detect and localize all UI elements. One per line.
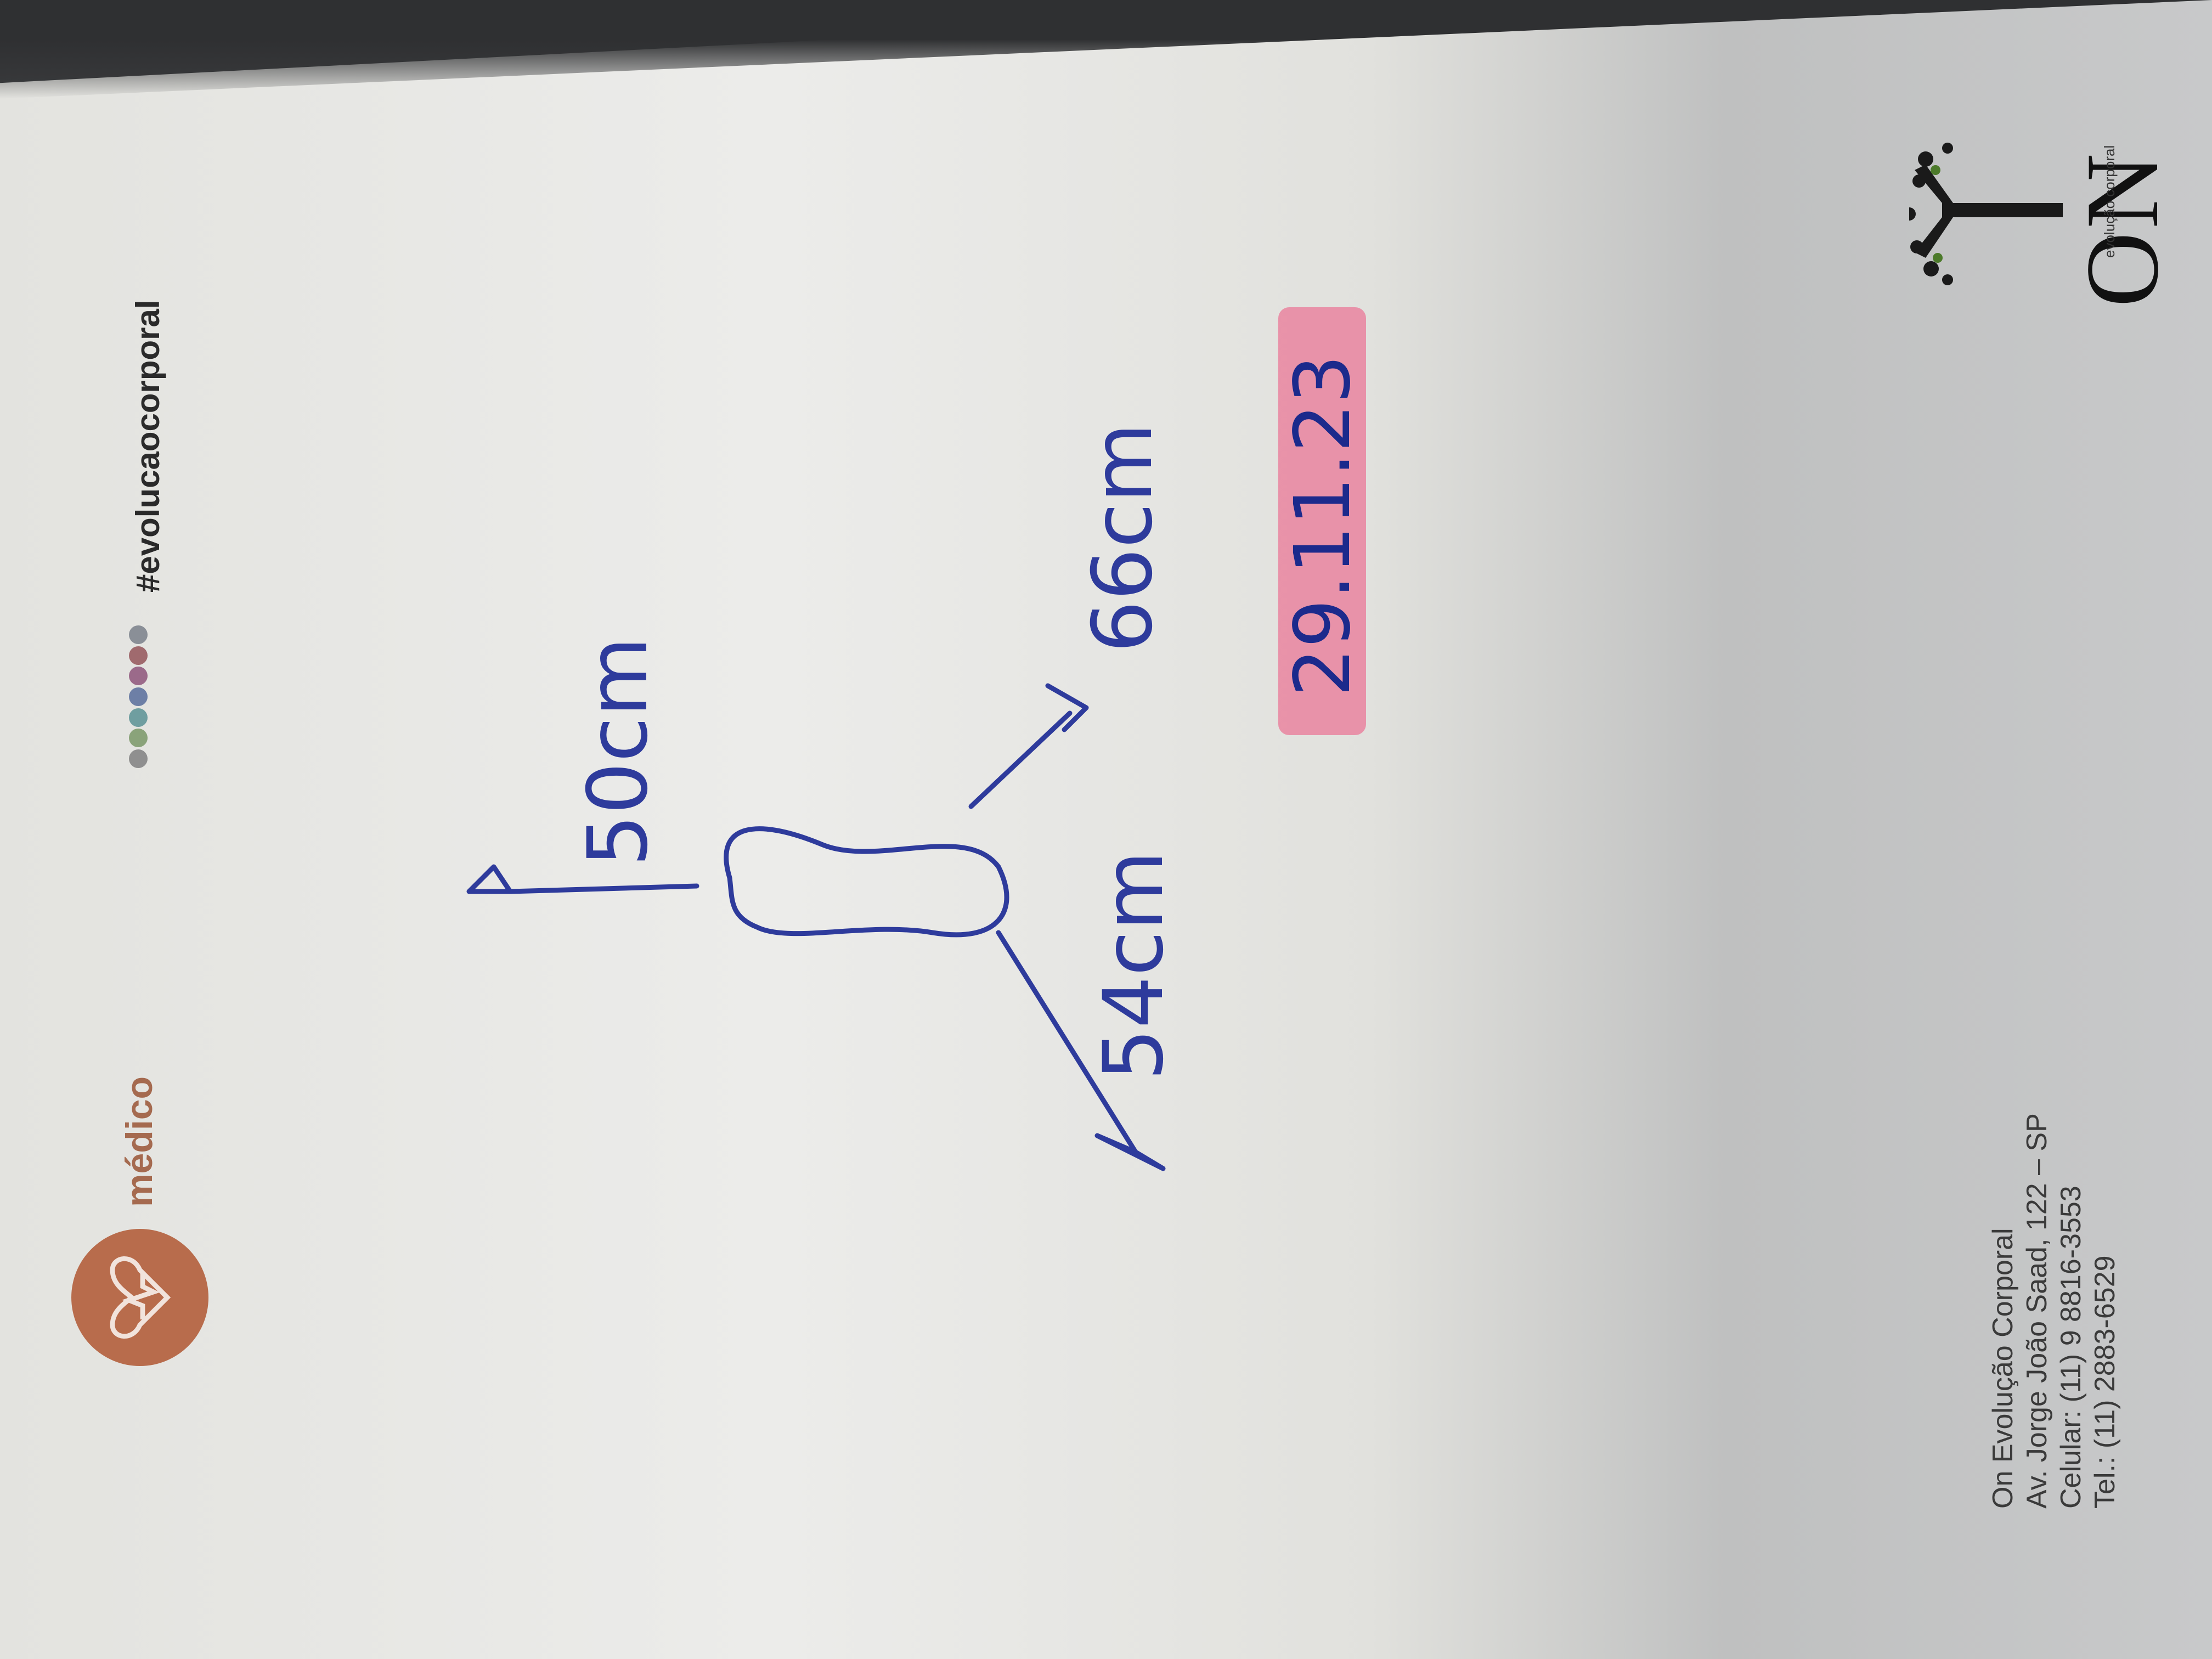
color-dots — [129, 625, 151, 768]
tree-logo-icon — [1909, 143, 2063, 285]
arrow-down-right-head — [1045, 683, 1089, 732]
arrow-up-head — [466, 864, 513, 894]
dot — [129, 625, 148, 644]
company-name: On Evolução Corporal — [1987, 1228, 2019, 1509]
arrow-down-left-head — [1094, 1133, 1166, 1171]
mobile-number: Celular: (11) 9 8816-3553 — [2055, 1186, 2087, 1509]
heart-logo-icon — [71, 1229, 208, 1366]
street-address: Av. Jorge João Saad, 122 – SP — [2021, 1113, 2053, 1509]
phone-number: Tel.: (11) 2883-6529 — [2089, 1255, 2121, 1509]
brand-tagline: evolução corporal — [2101, 145, 2118, 258]
measure-label-down-right: 66cm — [1075, 422, 1171, 653]
dot — [129, 729, 148, 748]
dot — [129, 708, 148, 727]
brand-on-text: ON — [2065, 150, 2180, 307]
dot — [129, 646, 148, 665]
date-text: 29.11.23 — [1278, 354, 1368, 697]
date-highlight — [1278, 307, 1366, 735]
heart-outline-icon — [110, 1256, 171, 1339]
arrow-up-line — [507, 883, 699, 894]
dot — [129, 749, 148, 768]
measure-label-down-left: 54cm — [1086, 850, 1182, 1081]
arrow-down-right-line — [968, 710, 1073, 809]
arrow-down-left-line — [996, 930, 1138, 1155]
sketch-oval — [724, 826, 1009, 938]
dot — [129, 687, 148, 706]
address-block: On Evolução Corporal Av. Jorge João Saad… — [1986, 1113, 2122, 1509]
measure-label-up: 50cm — [571, 636, 666, 867]
dot — [129, 667, 148, 686]
